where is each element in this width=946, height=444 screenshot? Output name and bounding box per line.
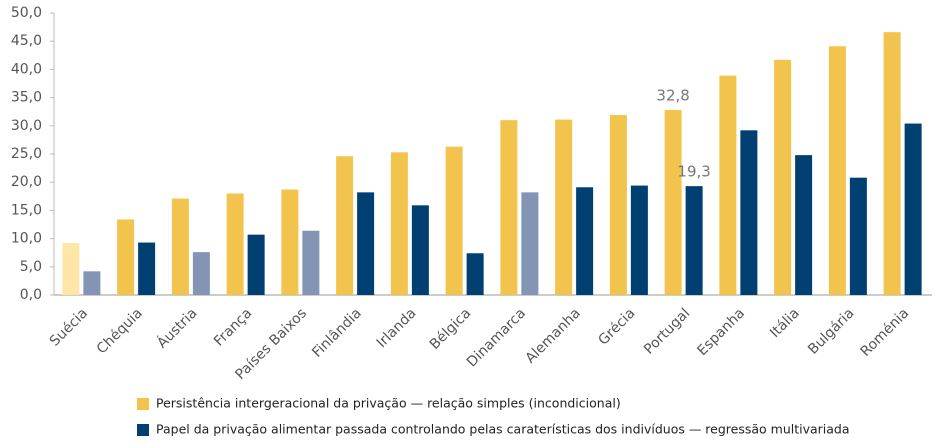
x-tick-label: Roménia [858, 305, 913, 360]
bar [719, 75, 737, 295]
bar [302, 230, 320, 295]
bar [500, 120, 518, 295]
x-tick-label: Chéquia [94, 305, 146, 357]
y-tick-label: 50,0 [11, 5, 42, 21]
y-tick-label: 40,0 [11, 61, 42, 77]
x-tick-label: Irlanda [374, 305, 420, 351]
bar [521, 192, 539, 295]
legend-swatch [137, 424, 149, 436]
bar [828, 46, 846, 295]
value-label: 32,8 [656, 87, 689, 105]
legend-swatch [137, 398, 149, 410]
bar [609, 115, 627, 295]
x-tick-label: Bulgária [805, 305, 857, 357]
bar [411, 205, 429, 295]
bar [62, 243, 80, 295]
bar [138, 242, 156, 295]
y-tick-label: 25,0 [11, 146, 42, 162]
legend-label: Persistência intergeracional da privação… [156, 396, 621, 411]
x-tick-label: Áustria [154, 305, 201, 352]
bar [336, 156, 354, 295]
bar [226, 193, 244, 295]
x-tick-label: Finlândia [309, 305, 365, 361]
y-tick-label: 10,0 [11, 231, 42, 247]
x-tick-label: Espanha [694, 305, 748, 359]
y-tick-label: 30,0 [11, 118, 42, 134]
y-tick-label: 20,0 [11, 174, 42, 190]
x-tick-label: Portugal [641, 305, 693, 357]
bar [774, 59, 792, 296]
x-tick-label: Grécia [595, 305, 638, 348]
x-tick-label: Itália [767, 305, 803, 341]
bar [445, 146, 463, 295]
bar [740, 130, 758, 295]
x-tick-label: Suécia [47, 305, 91, 349]
x-tick-label: Bélgica [427, 305, 474, 352]
bar [576, 187, 594, 295]
x-tick-label: França [211, 305, 255, 349]
bar [883, 32, 901, 296]
bar [904, 123, 922, 295]
bar [247, 234, 265, 295]
bar [795, 155, 813, 295]
bar [192, 252, 210, 295]
bar [664, 110, 682, 296]
bar [83, 271, 101, 295]
bar [849, 177, 867, 295]
x-tick-label: Dinamarca [464, 305, 529, 370]
bar [117, 219, 135, 295]
bar [630, 185, 648, 295]
bar [390, 152, 408, 295]
bar [171, 198, 189, 295]
value-label: 19,3 [677, 163, 710, 181]
bar [466, 253, 484, 295]
bar [281, 189, 299, 295]
bar [555, 119, 573, 295]
y-tick-label: 0,0 [20, 287, 42, 303]
legend-label: Papel da privação alimentar passada cont… [156, 422, 850, 437]
bar [685, 186, 703, 295]
y-tick-label: 15,0 [11, 202, 42, 218]
y-tick-label: 35,0 [11, 90, 42, 106]
y-tick-label: 45,0 [11, 33, 42, 49]
bar [357, 192, 375, 295]
y-tick-label: 5,0 [20, 259, 42, 275]
x-tick-label: Alemanha [523, 305, 584, 366]
